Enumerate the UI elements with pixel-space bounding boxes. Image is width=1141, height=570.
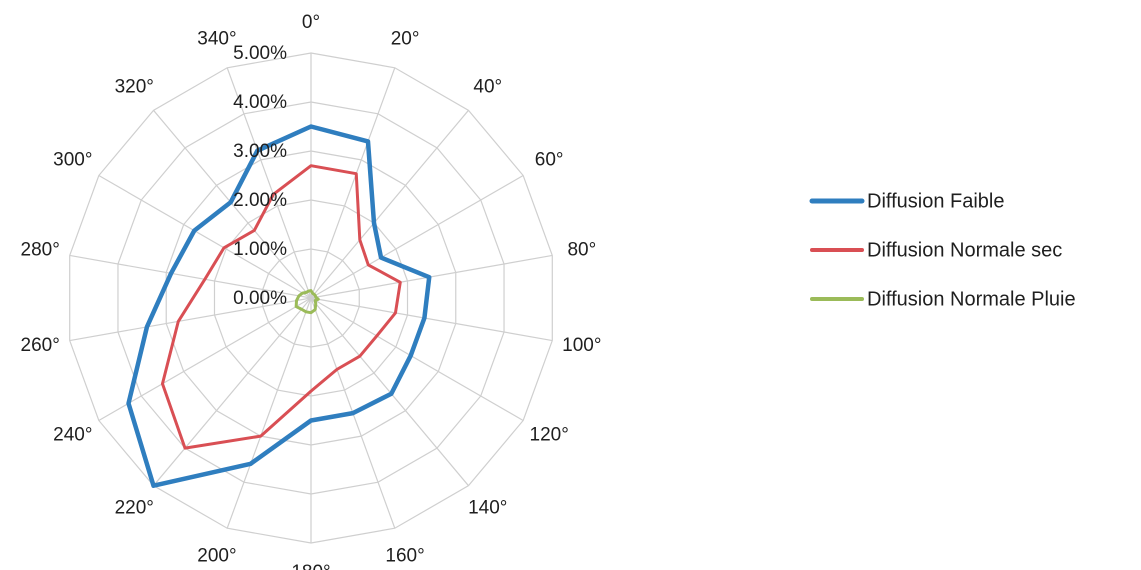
angle-label: 340°: [197, 29, 236, 50]
grid-spoke: [69, 254, 312, 299]
radial-tick-label: 4.00%: [233, 92, 287, 113]
angle-label: 180°: [291, 562, 330, 570]
grid-spoke: [226, 297, 312, 529]
series-layer: [126, 124, 432, 488]
series-line: [126, 124, 432, 488]
angle-label: 100°: [562, 335, 601, 356]
angle-labels: 0° 20° 40° 60° 80° 100° 120° 140° 160° 180° 200° 22…: [21, 12, 602, 570]
legend: Diffusion Faible Diffusion Normale sec Dif…: [809, 190, 1076, 310]
angle-label: 220°: [115, 498, 154, 519]
angle-label: 240°: [53, 425, 92, 446]
grid-spoke: [69, 297, 312, 342]
angle-label: 140°: [468, 498, 507, 519]
angle-label: 40°: [473, 76, 502, 97]
radial-tick-label: 0.00%: [233, 288, 287, 309]
angle-label: 80°: [567, 239, 596, 260]
grid-spoke: [310, 297, 553, 342]
grid-spoke: [310, 174, 524, 299]
grid-spoke: [310, 109, 469, 299]
angle-label: 120°: [530, 425, 569, 446]
radial-tick-label: 2.00%: [233, 190, 287, 211]
angle-label: 60°: [535, 150, 564, 171]
grid-spoke: [153, 297, 312, 487]
legend-label: Diffusion Normale sec: [867, 239, 1062, 261]
grid-spoke: [310, 254, 553, 299]
radial-tick-labels: 0.00% 1.00% 2.00% 3.00% 4.00% 5.00%: [233, 43, 287, 309]
grid-spoke: [98, 174, 312, 299]
grid-spoke: [310, 297, 524, 422]
angle-label: 20°: [391, 29, 420, 50]
angle-label: 300°: [53, 150, 92, 171]
grid-spoke: [98, 297, 312, 422]
grid-spoke: [226, 67, 312, 299]
legend-label: Diffusion Normale Pluie: [867, 288, 1076, 310]
angle-label: 200°: [197, 545, 236, 566]
angle-label: 0°: [302, 12, 320, 33]
grid-spoke: [153, 109, 312, 299]
angle-label: 320°: [115, 76, 154, 97]
angle-label: 280°: [21, 239, 60, 260]
series-line: [160, 164, 402, 450]
radial-tick-label: 1.00%: [233, 239, 287, 260]
radial-tick-label: 5.00%: [233, 43, 287, 64]
angle-label: 160°: [385, 545, 424, 566]
angle-label: 260°: [21, 335, 60, 356]
radial-tick-label: 3.00%: [233, 141, 287, 162]
grid-spoke: [310, 297, 469, 487]
grid-spoke: [310, 67, 396, 299]
series-line: [294, 289, 320, 315]
legend-label: Diffusion Faible: [867, 190, 1004, 212]
